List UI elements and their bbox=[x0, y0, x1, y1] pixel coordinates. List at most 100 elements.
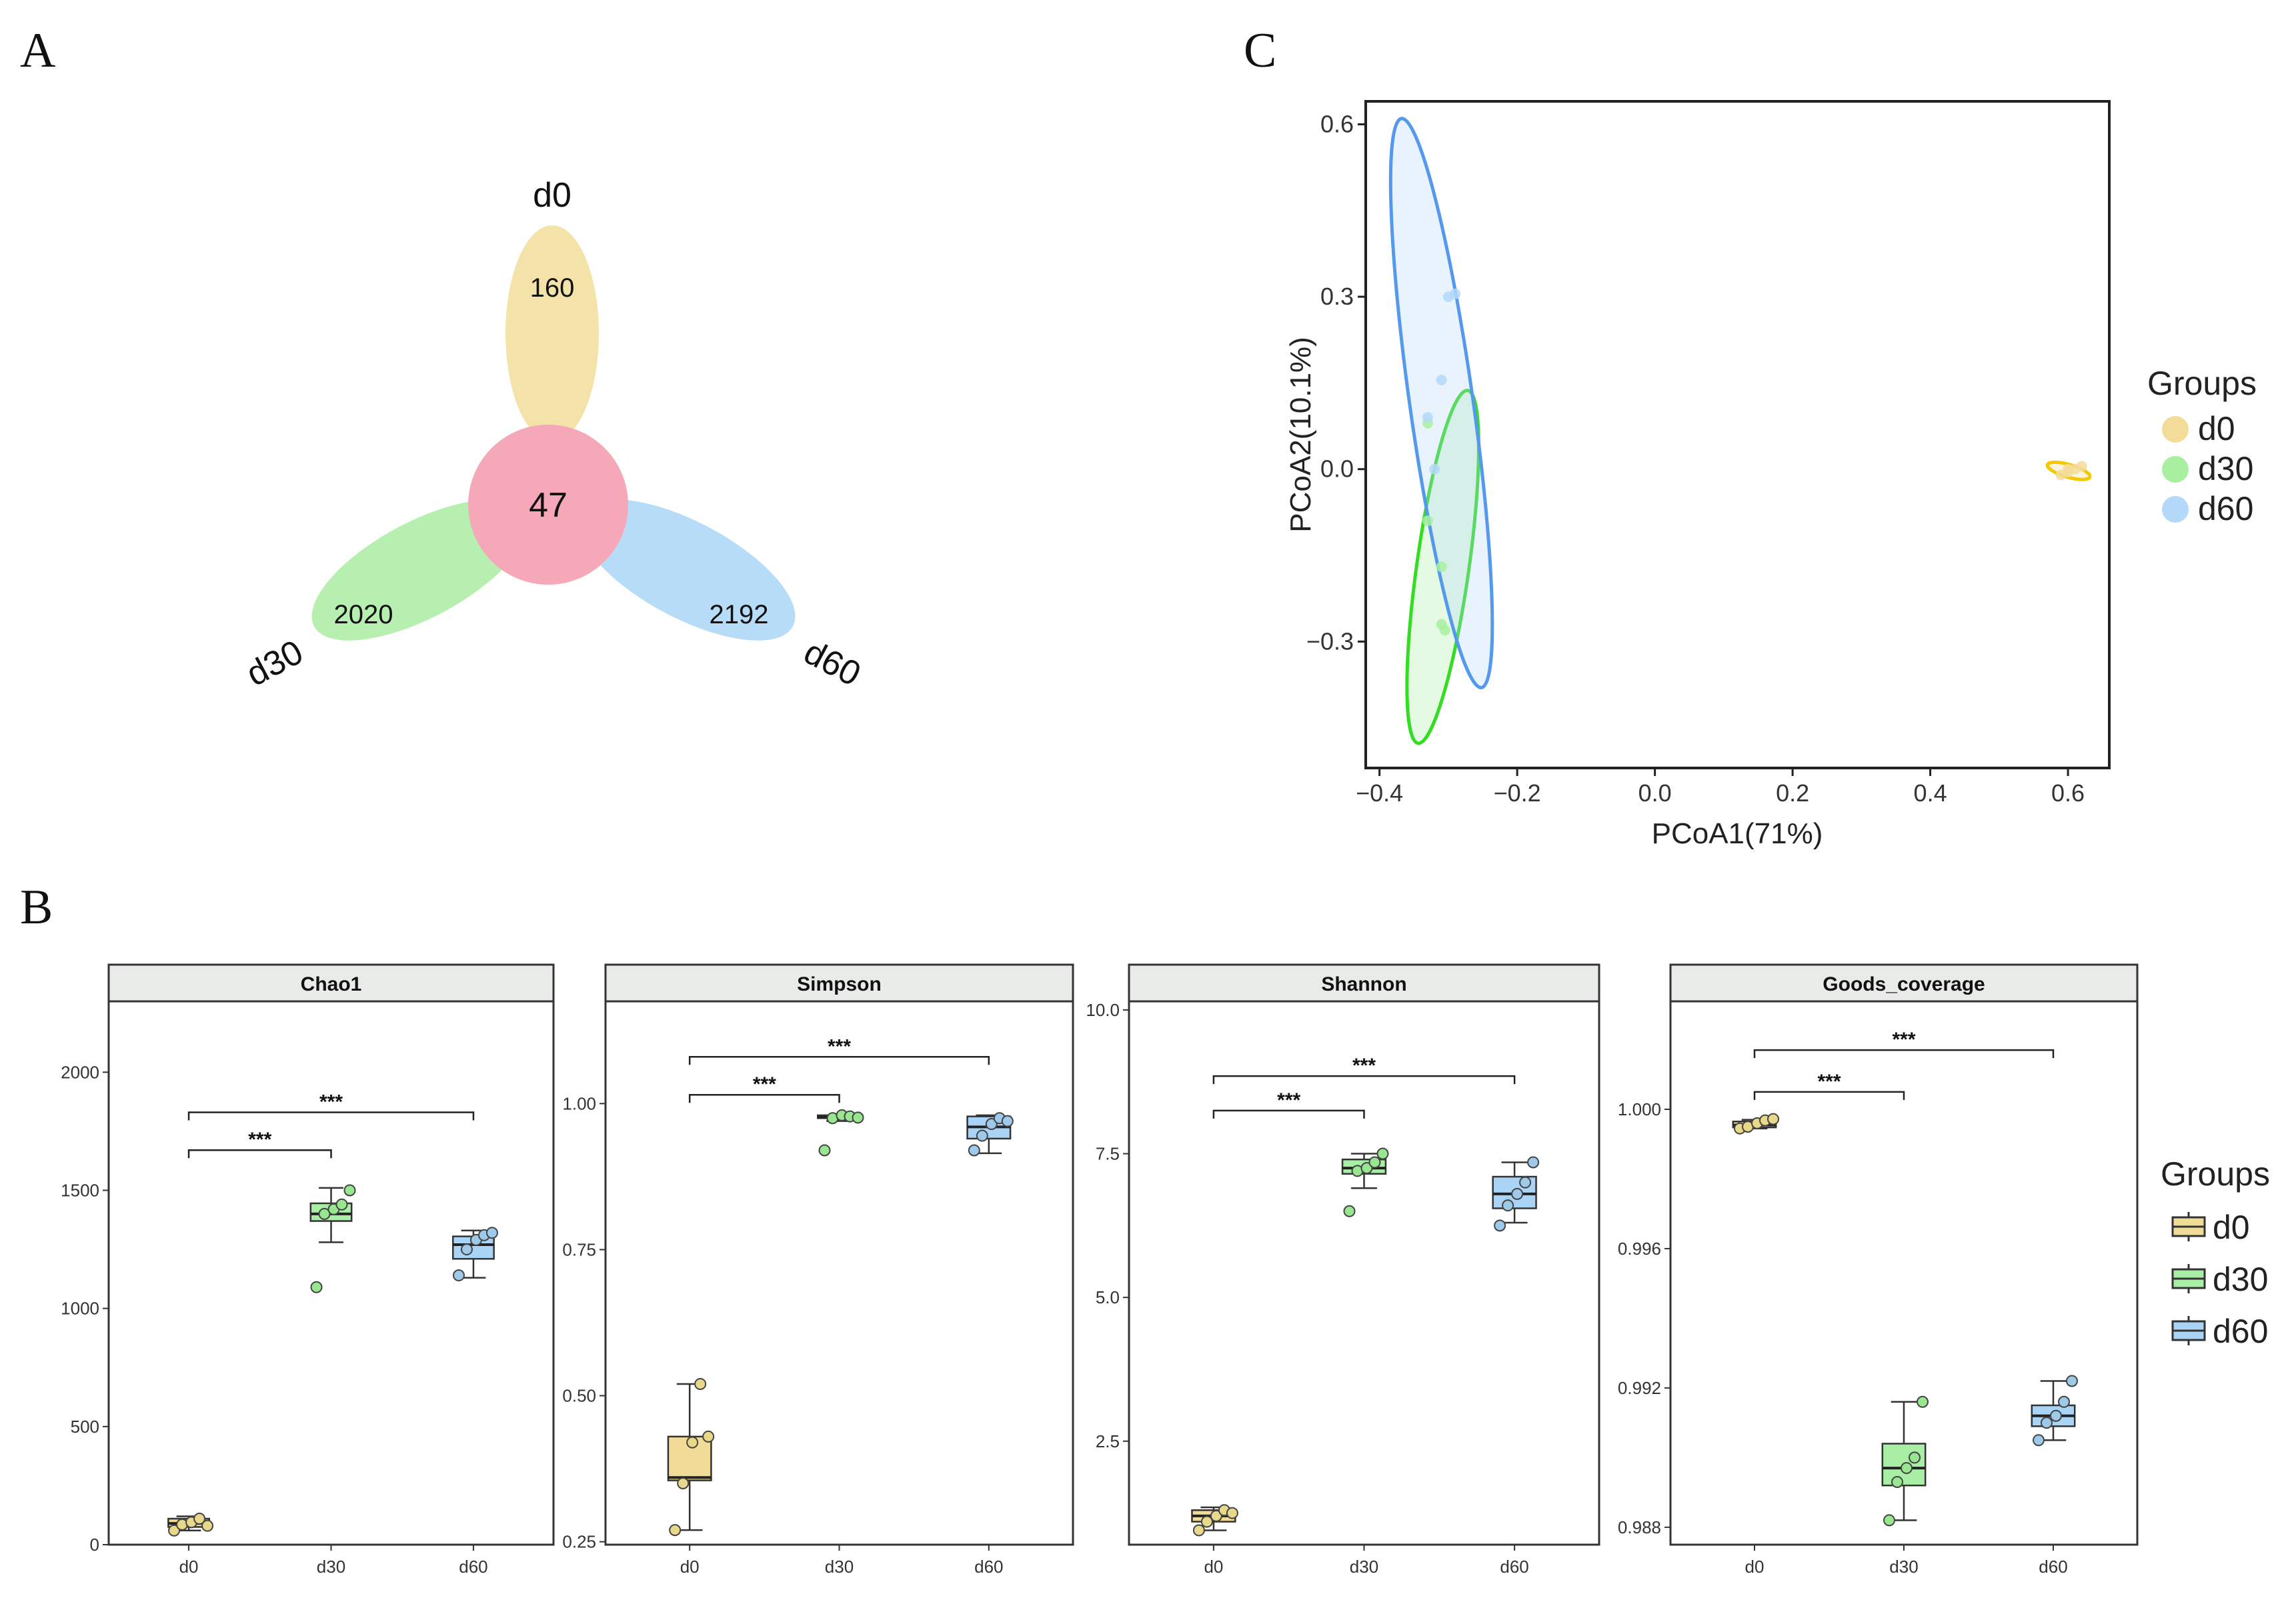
boxplot-point-d60 bbox=[2050, 1409, 2062, 1422]
significance-bracket bbox=[1753, 1091, 1905, 1100]
boxplot-point-d30 bbox=[852, 1111, 864, 1124]
pcoa-point-d30 bbox=[1422, 515, 1433, 527]
boxplot-point-d30 bbox=[1360, 1162, 1373, 1175]
venn-count-d0: 160 bbox=[530, 273, 575, 303]
significance-label: *** bbox=[1817, 1071, 1841, 1093]
pcoa-x-tick-label: 0.4 bbox=[1914, 779, 1947, 807]
boxplot-point-d0 bbox=[686, 1436, 699, 1449]
boxplot-strip-title: Simpson bbox=[797, 973, 882, 995]
venn-petal-d60 bbox=[578, 499, 796, 641]
boxplot-point-d60 bbox=[2033, 1434, 2045, 1447]
pcoa-point-d30 bbox=[1439, 625, 1450, 636]
panel-letter-c: C bbox=[1244, 23, 1276, 78]
boxplot-x-tick-label: d30 bbox=[1889, 1557, 1918, 1577]
pcoa-content: −0.4 −0.2 0.0 0.2 0.4 0.6 −0.3 0.0 0.3 0.6 bbox=[1306, 110, 2092, 807]
significance-label: *** bbox=[248, 1129, 271, 1151]
significance-bracket bbox=[1212, 1075, 1516, 1085]
boxplot-point-d0 bbox=[201, 1519, 214, 1532]
boxplot-x-tick-label: d60 bbox=[459, 1557, 487, 1577]
boxplot-y-tick-label: 500 bbox=[71, 1417, 99, 1437]
venn-count-shared: 47 bbox=[529, 486, 567, 525]
significance-label: *** bbox=[1352, 1055, 1376, 1077]
boxplot-point-d60 bbox=[968, 1144, 980, 1157]
boxplot-point-d0 bbox=[694, 1378, 707, 1391]
pcoa-point-d60 bbox=[1436, 375, 1447, 386]
boxplot-point-d60 bbox=[1502, 1199, 1514, 1212]
boxplot-point-d0 bbox=[1200, 1515, 1213, 1528]
pcoa-y-tick-label: −0.3 bbox=[1306, 627, 1354, 655]
significance-bracket bbox=[187, 1149, 332, 1159]
boxplot-point-d30 bbox=[1901, 1462, 1913, 1475]
venn-petal-d0 bbox=[505, 225, 599, 441]
boxplot-legend-title: Groups bbox=[2161, 1155, 2270, 1193]
pcoa-legend-title: Groups bbox=[2147, 365, 2257, 402]
significance-bracket bbox=[688, 1056, 990, 1065]
boxplot-point-d60 bbox=[452, 1269, 465, 1282]
boxplot-legend-label-d30: d30 bbox=[2213, 1261, 2268, 1298]
boxplot-y-tick-label: 0.996 bbox=[1618, 1239, 1661, 1259]
boxplot-y-tick-label: 0 bbox=[90, 1535, 99, 1555]
boxplot-point-d0 bbox=[168, 1524, 181, 1537]
boxplot-point-d0 bbox=[193, 1513, 206, 1525]
boxplot-y-tick-label: 0.50 bbox=[562, 1386, 596, 1406]
pcoa-x-tick-label: −0.4 bbox=[1356, 779, 1403, 807]
pcoa-x-tick-label: 0.6 bbox=[2051, 779, 2085, 807]
boxplot-strip-title: Chao1 bbox=[301, 973, 362, 995]
pcoa-x-axis-title: PCoA1(71%) bbox=[1652, 817, 1823, 850]
pcoa-ellipse-d60 bbox=[1388, 117, 1494, 689]
boxplot-point-d0 bbox=[669, 1524, 682, 1537]
boxplot-frame bbox=[107, 1000, 555, 1546]
boxplot-y-tick-label: 5.0 bbox=[1096, 1287, 1120, 1307]
boxplot-point-d60 bbox=[460, 1243, 473, 1256]
boxplot-point-d30 bbox=[818, 1144, 831, 1157]
pcoa-plot: −0.4 −0.2 0.0 0.2 0.4 0.6 −0.3 0.0 0.3 0.6 PCoA1(… bbox=[1284, 100, 2257, 850]
boxplot-point-d30 bbox=[310, 1281, 323, 1293]
boxplot-point-d0 bbox=[702, 1430, 715, 1443]
pcoa-x-tick-label: 0.2 bbox=[1776, 779, 1809, 807]
pcoa-y-tick-label: 0.0 bbox=[1320, 455, 1354, 483]
pcoa-x-tick-label: −0.2 bbox=[1494, 779, 1541, 807]
significance-label: *** bbox=[828, 1035, 851, 1057]
boxplot-x-tick-label: d0 bbox=[179, 1557, 199, 1577]
pcoa-y-tick-label: 0.3 bbox=[1320, 283, 1354, 310]
boxplot-panel-goods_coverage: Goods_coverage 0.988 0.992 0.996 1.000 d0 d30 d… bbox=[1618, 963, 2139, 1577]
pcoa-point-d60 bbox=[1450, 288, 1461, 299]
boxplot-y-tick-label: 1500 bbox=[61, 1180, 99, 1200]
venn-count-d60: 2192 bbox=[710, 600, 769, 629]
significance-label: *** bbox=[1892, 1029, 1915, 1051]
boxplot-point-d30 bbox=[1891, 1475, 1903, 1488]
significance-label: *** bbox=[1277, 1089, 1300, 1111]
boxplot-strip-title: Goods_coverage bbox=[1823, 973, 1985, 995]
boxplot-legend-key-d0 bbox=[2171, 1212, 2206, 1241]
boxplot-y-tick-label: 1000 bbox=[61, 1299, 99, 1319]
pcoa-legend-key-d30 bbox=[2162, 456, 2189, 483]
boxplot-point-d60 bbox=[485, 1227, 498, 1239]
pcoa-legend-label-d0: d0 bbox=[2198, 410, 2235, 447]
pcoa-point-d60 bbox=[1422, 412, 1433, 423]
pcoa-point-d60 bbox=[1429, 463, 1440, 475]
significance-bracket bbox=[1753, 1049, 2055, 1059]
boxplot-strip bbox=[1669, 963, 2139, 1003]
boxplot-point-d60 bbox=[2066, 1375, 2078, 1387]
boxplot-legend-key-d60 bbox=[2171, 1316, 2206, 1345]
boxplot-point-d30 bbox=[1343, 1205, 1356, 1217]
boxplot-point-d60 bbox=[1511, 1187, 1524, 1200]
boxplot-point-d60 bbox=[1001, 1115, 1014, 1127]
pcoa-x-tick-label: 0.0 bbox=[1638, 779, 1672, 807]
boxplot-strip bbox=[1128, 963, 1600, 1003]
significance-bracket bbox=[688, 1093, 840, 1103]
pcoa-y-axis-title: PCoA2(10.1%) bbox=[1284, 337, 1317, 532]
boxplot-y-tick-label: 1.000 bbox=[1618, 1099, 1661, 1119]
boxplot-x-tick-label: d30 bbox=[317, 1557, 345, 1577]
boxplot-point-d60 bbox=[2041, 1417, 2053, 1429]
pcoa-legend: Groups d0 d30 d60 bbox=[2147, 365, 2257, 527]
significance-bracket bbox=[187, 1111, 475, 1121]
boxplot-point-d0 bbox=[677, 1477, 690, 1489]
boxplot-point-d60 bbox=[976, 1129, 988, 1142]
boxplot-legend-key-d30 bbox=[2171, 1264, 2206, 1293]
boxplot-point-d60 bbox=[1519, 1176, 1532, 1189]
boxplot-legend: Groups d0 d30 d60 bbox=[2161, 1155, 2270, 1350]
boxplot-point-d30 bbox=[1883, 1514, 1895, 1527]
boxplot-y-tick-label: 0.988 bbox=[1618, 1517, 1661, 1537]
